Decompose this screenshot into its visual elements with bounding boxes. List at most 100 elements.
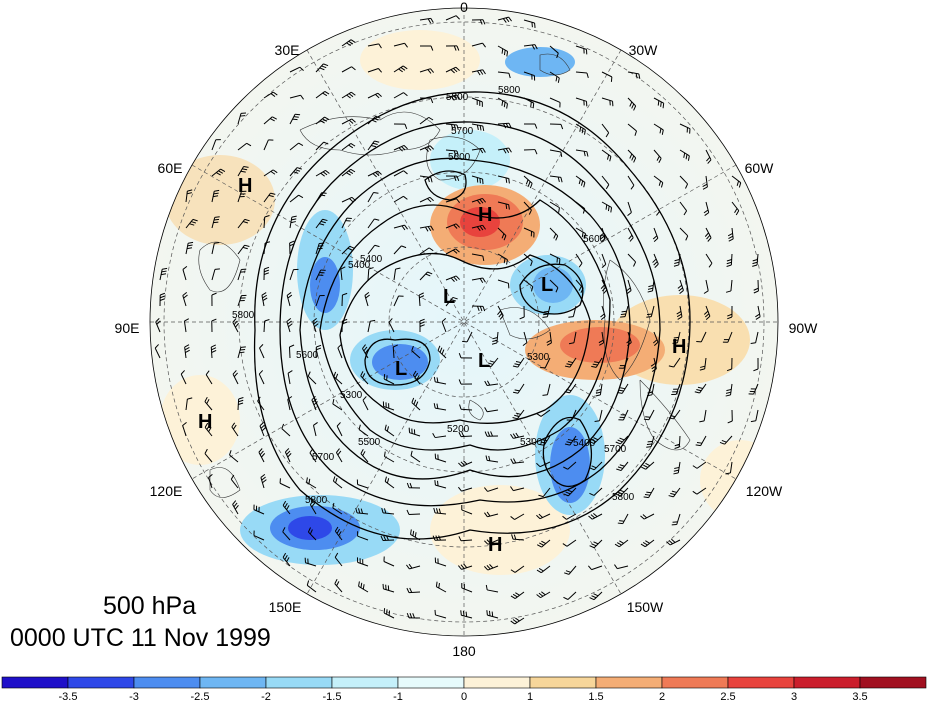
wind-barb-feather: [511, 534, 514, 540]
wind-barb: [704, 357, 707, 369]
wind-barb-feather: [479, 199, 484, 204]
wind-barb-feather: [486, 539, 491, 544]
wind-barb-feather: [320, 172, 325, 177]
wind-barb-feather: [486, 364, 492, 368]
wind-barb-feather: [218, 170, 224, 174]
wind-barb: [419, 247, 430, 255]
wind-barb: [471, 253, 483, 257]
wind-barb-feather: [322, 218, 328, 222]
polar-map: 5800 5800 5700 5600 5600 5400 5800 5600 …: [115, 0, 819, 659]
pressure-centers: H H H H H L L L L: [198, 175, 686, 556]
wind-barb-feather: [298, 142, 304, 147]
wind-barb-feather: [386, 535, 389, 541]
wind-barb-feather: [728, 235, 734, 239]
wind-barb: [332, 507, 343, 515]
wind-barb-feather: [476, 199, 481, 205]
wind-barb-feather: [373, 117, 379, 121]
wind-barb-feather: [479, 278, 484, 284]
anomaly-patch: [430, 485, 570, 575]
wind-barb: [334, 557, 343, 567]
colorbar-boxes: [1, 676, 927, 689]
wind-barb-feather: [589, 440, 595, 445]
wind-barb: [601, 331, 605, 343]
wind-barb: [289, 194, 299, 203]
wind-barb-feather: [515, 592, 520, 596]
wind-barb: [619, 539, 629, 548]
wind-barb-feather: [461, 431, 465, 437]
wind-barb-feather: [510, 486, 514, 491]
wind-barb-feather: [725, 472, 731, 475]
wind-barb-feather: [513, 458, 517, 464]
wind-barb-feather: [703, 310, 709, 315]
wind-barb-feather: [726, 264, 732, 267]
wind-barb-feather: [647, 391, 653, 394]
wind-barb: [393, 170, 404, 177]
wind-barb-feather: [295, 169, 301, 172]
wind-barb-feather: [375, 94, 380, 99]
wind-barb-feather: [486, 565, 491, 570]
wind-barb-feather: [184, 318, 190, 322]
wind-barb: [383, 561, 395, 567]
colorbar-box: [859, 676, 927, 689]
wind-barb: [599, 409, 603, 421]
wind-barb: [367, 43, 379, 47]
wind-barb-feather: [726, 388, 732, 392]
wind-barb: [253, 535, 265, 541]
lon-label-90e: 90E: [115, 320, 140, 336]
wind-barb-feather: [372, 142, 378, 145]
wind-barb-feather: [439, 347, 443, 353]
wind-barb: [289, 142, 299, 151]
wind-barb-feather: [372, 173, 377, 178]
wind-barb-feather: [206, 424, 210, 430]
wind-barb-feather: [413, 399, 417, 405]
wind-barb-feather: [752, 264, 758, 267]
wind-barb: [289, 269, 294, 281]
wind-barb: [705, 279, 709, 291]
wind-barb-feather: [620, 316, 626, 318]
wind-barb-feather: [708, 262, 713, 268]
wind-barb: [575, 253, 583, 264]
wind-barb: [497, 201, 509, 206]
wind-barb-feather: [486, 610, 488, 616]
high-center: H: [478, 204, 492, 226]
anomaly-patch: [700, 440, 778, 520]
wind-barb-feather: [542, 439, 548, 442]
wind-barb: [367, 268, 370, 281]
wind-barb-feather: [479, 19, 483, 25]
wind-barb-feather: [692, 465, 698, 469]
wind-barb: [651, 383, 655, 395]
wind-barb-feather: [482, 277, 486, 283]
wind-barb-feather: [342, 292, 348, 296]
wind-barb-feather: [546, 339, 552, 344]
wind-barb-feather: [455, 275, 460, 280]
wind-barb: [279, 482, 291, 489]
wind-barb: [411, 350, 421, 359]
wind-barb: [435, 435, 447, 439]
wind-barb-feather: [563, 596, 569, 600]
wind-barb: [653, 253, 659, 265]
wind-barb: [497, 122, 510, 125]
wind-barb-feather: [492, 339, 498, 343]
wind-barb-feather: [419, 318, 425, 322]
wind-barb-feather: [557, 176, 560, 183]
wind-barb: [357, 484, 369, 489]
wind-barb-feather: [233, 372, 238, 377]
wind-barb: [419, 196, 431, 203]
wind-barb: [571, 409, 577, 421]
wind-barb-feather: [312, 398, 317, 403]
wind-barb-feather: [752, 258, 758, 262]
wind-barb-feather: [434, 480, 436, 486]
wind-barb-feather: [211, 318, 217, 322]
wind-barb: [211, 269, 216, 281]
wind-barb-feather: [188, 241, 194, 244]
wind-barb-feather: [336, 528, 341, 534]
wind-barb-feather: [365, 294, 370, 299]
wind-barb: [700, 331, 707, 343]
wind-barb-feather: [593, 437, 599, 441]
wind-barb-feather: [324, 116, 330, 120]
wind-barb-feather: [187, 189, 193, 192]
wind-barb-feather: [633, 105, 637, 111]
wind-barb-feather: [506, 259, 508, 265]
wind-barb-feather: [706, 157, 711, 162]
wind-barb-feather: [510, 433, 514, 439]
